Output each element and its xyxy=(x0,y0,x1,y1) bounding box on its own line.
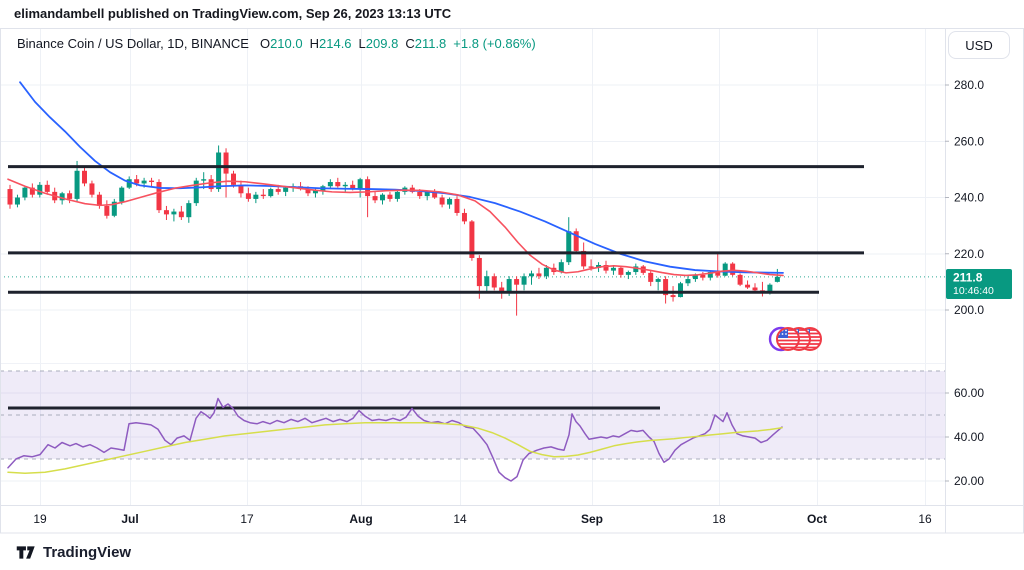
symbol-legend[interactable]: Binance Coin / US Dollar, 1D, BINANCE O21… xyxy=(17,36,536,51)
rsi-axis[interactable]: 60.00 40.00 20.00 xyxy=(945,386,984,488)
change-value: +1.8 (+0.86%) xyxy=(453,36,536,51)
current-price-badge: 211.810:46:40 xyxy=(946,269,1012,299)
rsi-band xyxy=(0,370,945,460)
svg-text:280.0: 280.0 xyxy=(954,78,984,92)
symbol-title: Binance Coin / US Dollar, 1D, BINANCE xyxy=(17,36,249,51)
svg-text:40.00: 40.00 xyxy=(954,430,984,444)
svg-text:Jul: Jul xyxy=(121,512,138,526)
tradingview-logo-icon xyxy=(16,546,35,559)
svg-text:211.8: 211.8 xyxy=(953,271,983,285)
svg-text:220.0: 220.0 xyxy=(954,247,984,261)
svg-text:Oct: Oct xyxy=(807,512,827,526)
candlestick-series xyxy=(7,145,780,316)
ma-blue-line xyxy=(19,81,784,274)
svg-text:240.0: 240.0 xyxy=(954,191,984,205)
publish-header: elimandambell published on TradingView.c… xyxy=(14,6,452,21)
price-axis[interactable]: 280.0 260.0 240.0 220.0 200.0 xyxy=(945,78,984,317)
svg-text:17: 17 xyxy=(240,512,254,526)
svg-text:10:46:40: 10:46:40 xyxy=(953,285,994,297)
ma-red-line xyxy=(7,178,784,277)
svg-text:14: 14 xyxy=(453,512,467,526)
svg-text:20.00: 20.00 xyxy=(954,474,984,488)
us-flags-icon xyxy=(768,326,822,352)
rsi-ma-line xyxy=(7,421,783,475)
ohlc-high: H214.6 xyxy=(309,36,352,51)
svg-text:Sep: Sep xyxy=(581,512,603,526)
svg-text:16: 16 xyxy=(918,512,932,526)
tradingview-branding[interactable]: TradingView xyxy=(15,542,131,563)
time-axis[interactable]: 19 Jul 17 Aug 14 Sep 18 Oct 16 xyxy=(33,512,932,526)
brand-name: TradingView xyxy=(43,544,132,561)
ohlc-close: C211.8 xyxy=(405,36,447,51)
currency-toggle-button[interactable]: USD xyxy=(948,31,1010,59)
svg-text:18: 18 xyxy=(712,512,726,526)
svg-text:Aug: Aug xyxy=(349,512,372,526)
svg-text:200.0: 200.0 xyxy=(954,303,984,317)
svg-text:260.0: 260.0 xyxy=(954,134,984,148)
drawn-level-lines[interactable] xyxy=(8,165,864,410)
svg-text:19: 19 xyxy=(33,512,47,526)
chart-canvas[interactable]: 280.0 260.0 240.0 220.0 200.0 60.00 40.00 20.00… xyxy=(0,28,1024,534)
rsi-line xyxy=(7,397,783,482)
ohlc-open: O210.0 xyxy=(259,36,303,51)
ohlc-low: L209.8 xyxy=(358,36,399,51)
svg-text:60.00: 60.00 xyxy=(954,386,984,400)
